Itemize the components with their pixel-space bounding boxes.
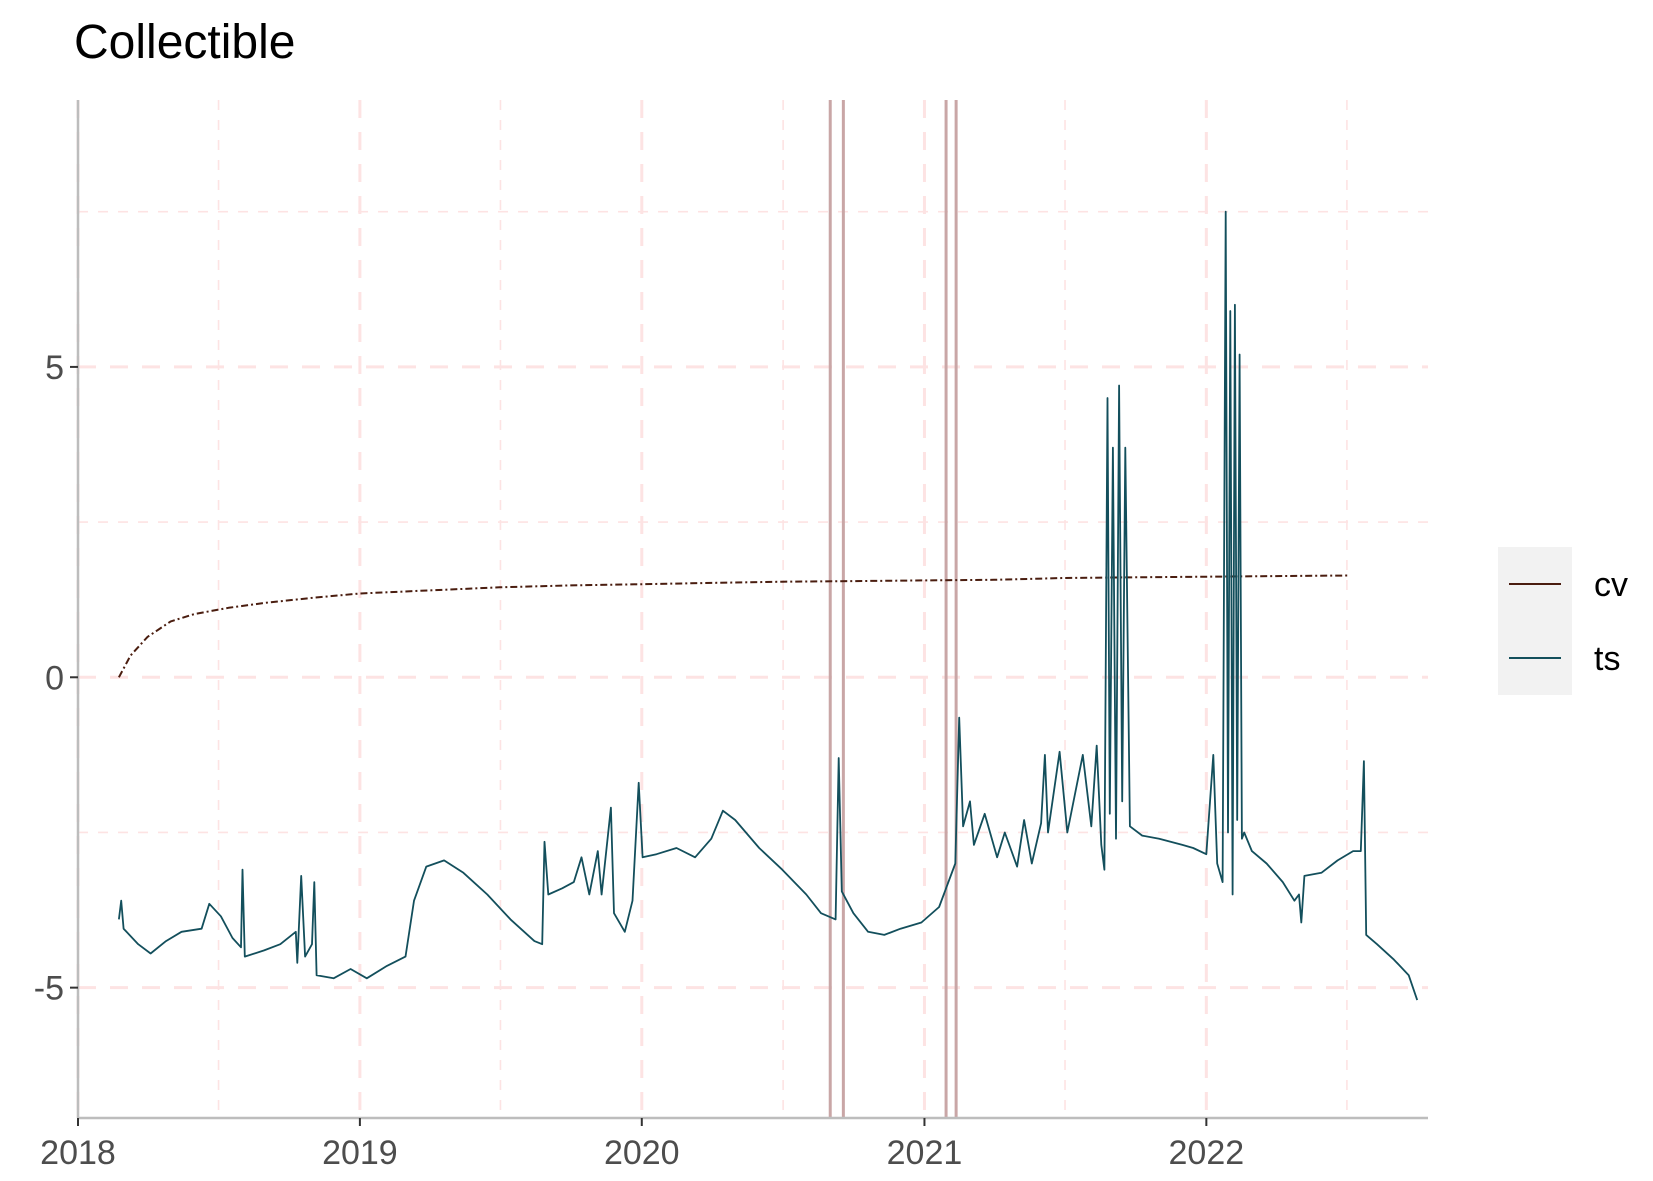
axes: -5 0 5 2018 2019 2020 2021 2022: [34, 100, 1428, 1172]
grid: [76, 100, 1428, 1118]
x-tick-label: 2019: [322, 1134, 398, 1172]
x-tick-label: 2021: [887, 1134, 963, 1172]
x-tick-label: 2020: [604, 1134, 680, 1172]
series-line-ts: [118, 210, 1419, 1001]
chart-title: Collectible: [74, 16, 296, 69]
y-tick-label: 5: [45, 349, 64, 387]
x-tick-label: 2022: [1169, 1134, 1245, 1172]
legend: cv ts: [1498, 547, 1628, 695]
legend-label-cv: cv: [1594, 566, 1628, 604]
legend-box: [1498, 547, 1572, 695]
series-line-cv: [118, 574, 1351, 678]
y-tick-label: 0: [45, 659, 64, 697]
legend-label-ts: ts: [1594, 640, 1620, 678]
series-lines: [118, 210, 1419, 1001]
vertical-markers: [828, 100, 958, 1118]
y-tick-label: -5: [34, 970, 64, 1008]
x-tick-label: 2018: [40, 1134, 116, 1172]
